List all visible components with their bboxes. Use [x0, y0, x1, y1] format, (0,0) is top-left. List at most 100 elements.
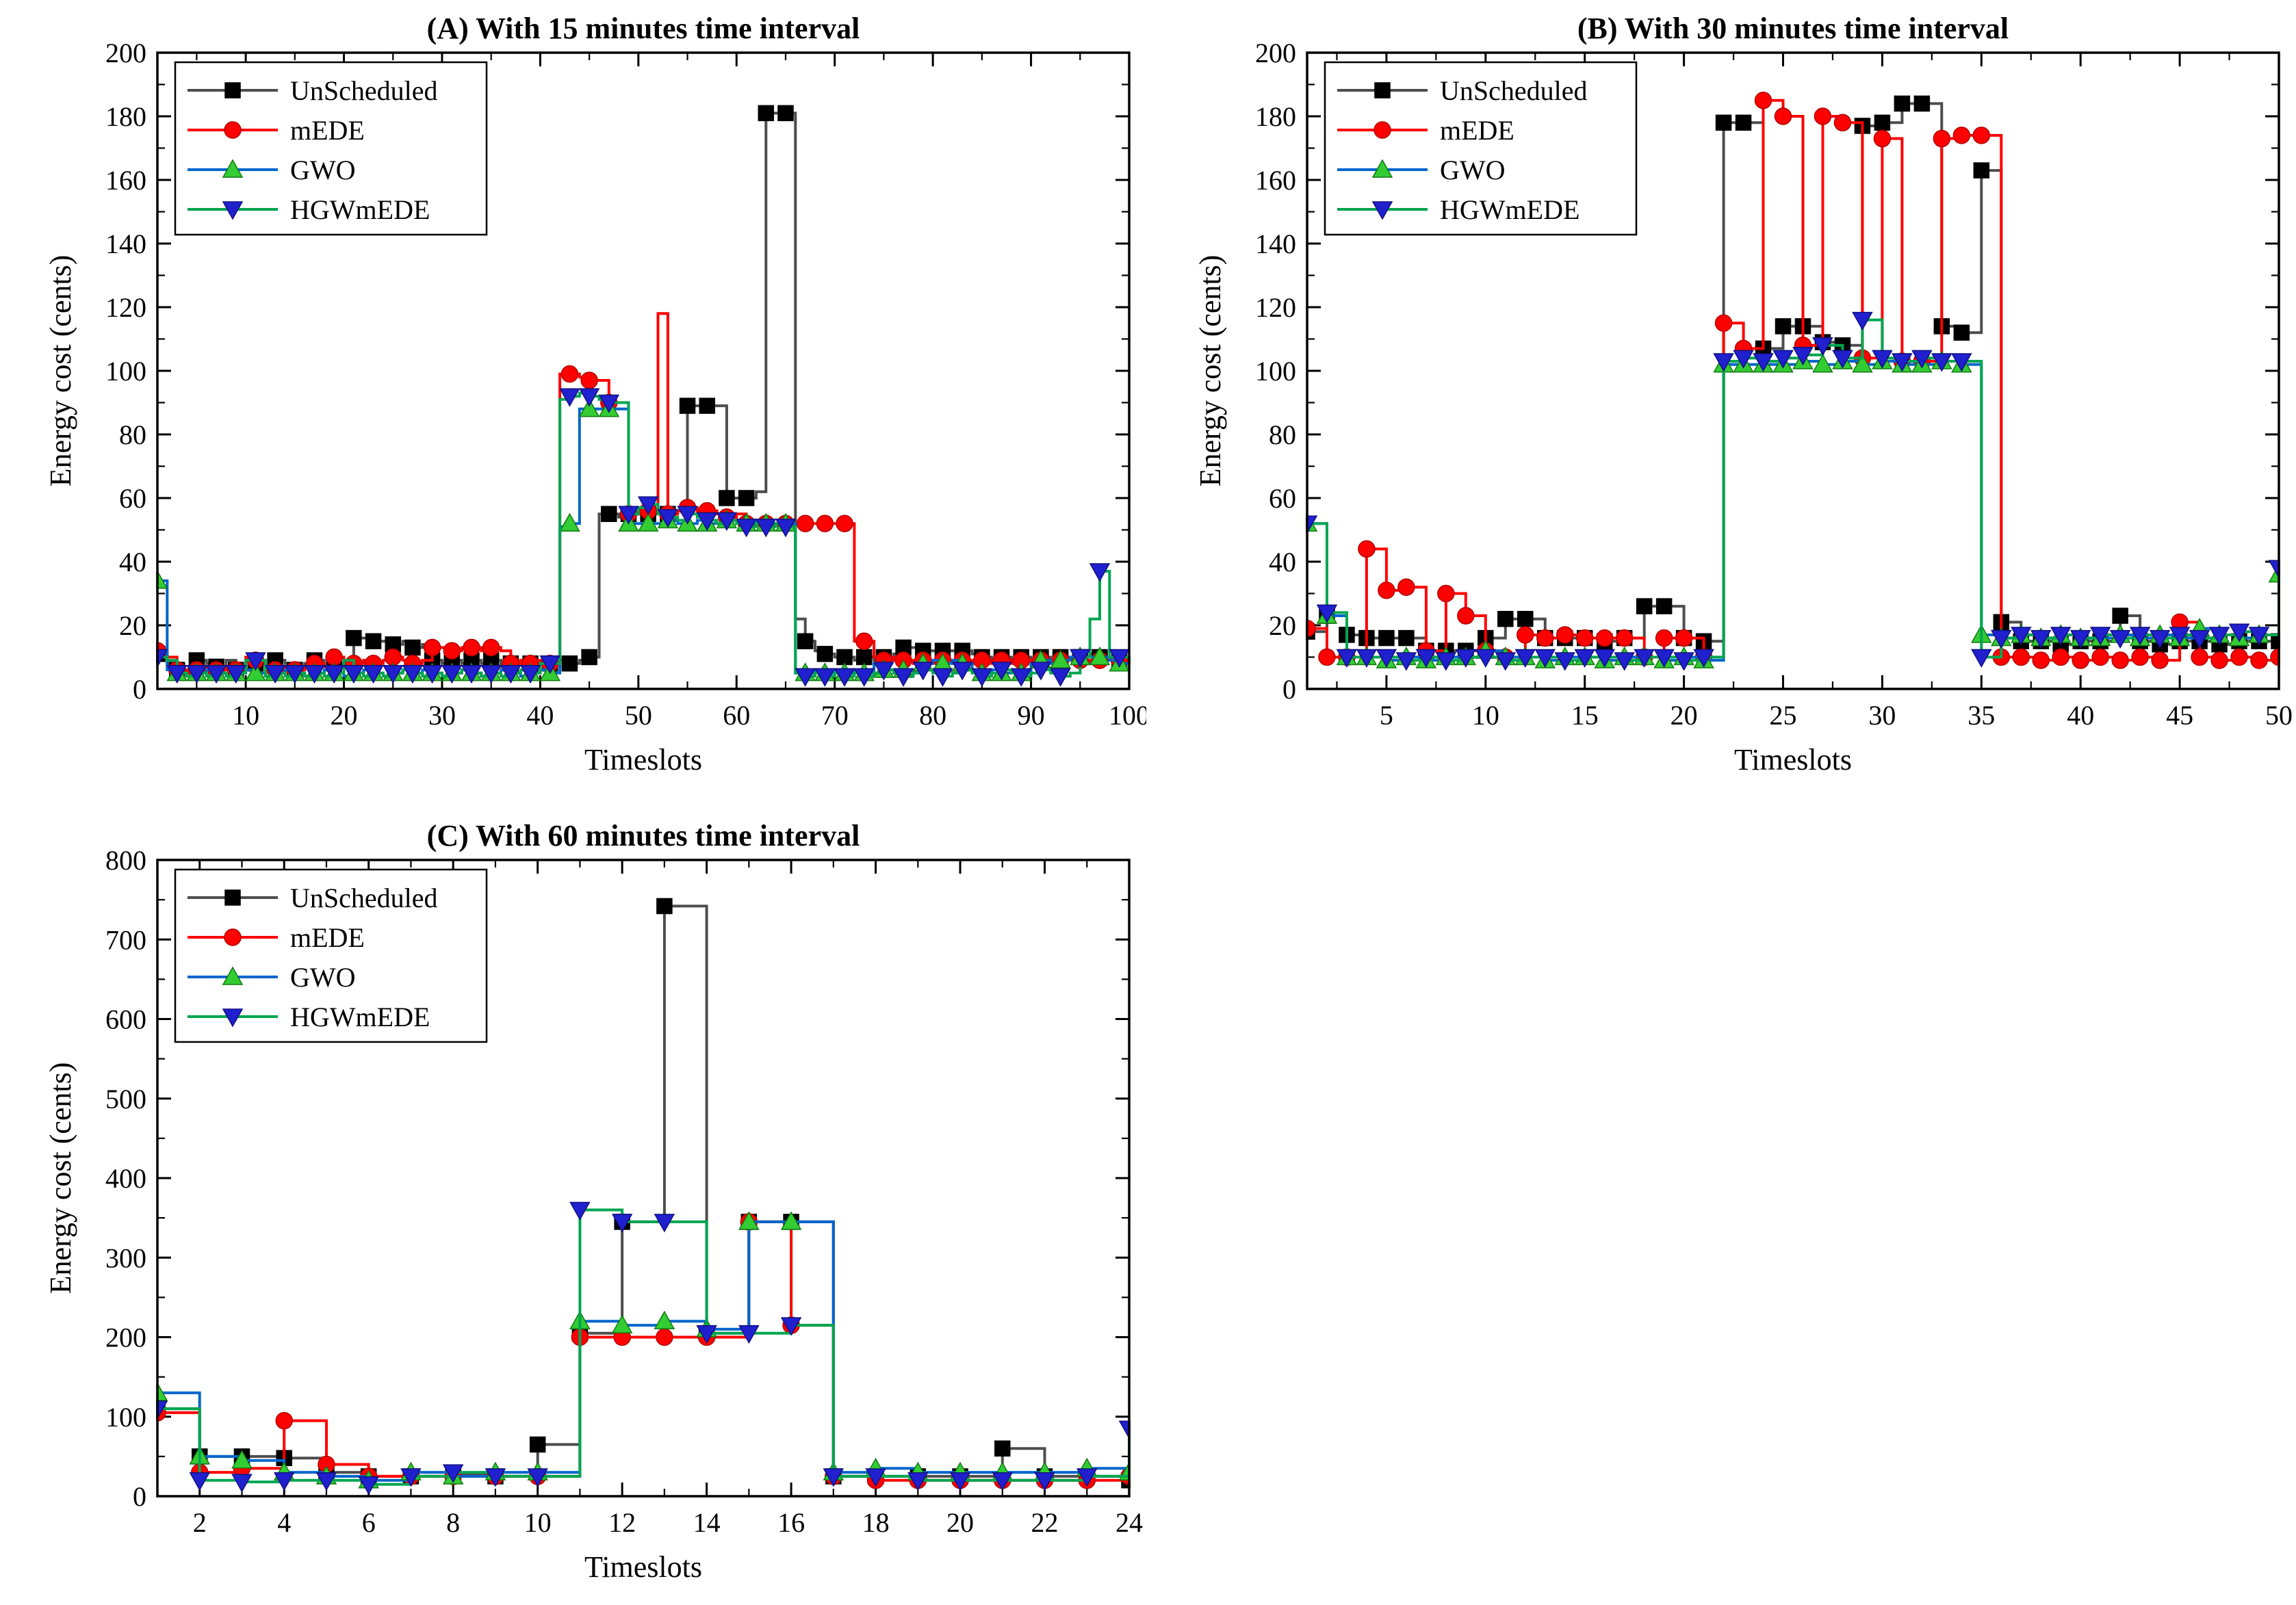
x-tick-label: 25 [1770, 700, 1797, 731]
chart-title-A: (A) With 15 minutes time interval [427, 12, 860, 45]
chart-A: (A) With 15 minutes time interval 10 20 30 4… [38, 8, 1150, 781]
legend-label-GWO: GWO [290, 155, 356, 185]
legend-item-GWO: GWO [188, 962, 356, 993]
y-tick-label: 140 [105, 229, 146, 259]
y-tick-label: 800 [105, 845, 146, 876]
legend-item-UnScheduled: UnScheduled [188, 883, 438, 913]
chart-title-B: (B) With 30 minutes time interval [1577, 12, 2009, 45]
y-tick-label: 160 [1255, 165, 1296, 196]
series-markers-HGWmEDE [156, 1201, 1131, 1496]
chart-B: (B) With 30 minutes time interval 5 10 15 20… [1187, 8, 2296, 781]
y-tick-label: 400 [105, 1163, 146, 1194]
legend-label-mEDE: mEDE [1440, 115, 1514, 146]
y-tick-label: 700 [105, 924, 146, 955]
y-tick-label: 120 [1255, 292, 1296, 323]
plot-frame [1306, 51, 2280, 690]
legend: UnScheduled mEDE GWO HGWmEDE [174, 61, 488, 236]
legend-item-HGWmEDE: HGWmEDE [188, 194, 430, 225]
legend: UnScheduled mEDE GWO HGWmEDE [174, 868, 488, 1043]
x-axis-label: Timeslots [1734, 743, 1852, 777]
legend-item-HGWmEDE: HGWmEDE [188, 1002, 430, 1032]
x-tick-label: 20 [946, 1507, 974, 1538]
x-tick-label: 40 [2067, 700, 2094, 731]
x-tick-label: 30 [1868, 700, 1896, 731]
x-tick-label: 15 [1571, 700, 1599, 731]
legend-item-mEDE: mEDE [1337, 115, 1514, 146]
y-tick-label: 40 [1269, 547, 1296, 577]
x-tick-label: 2 [193, 1507, 207, 1538]
axis-minor-ticks [1307, 53, 2279, 689]
y-tick-label: 20 [119, 610, 146, 641]
y-tick-label: 0 [133, 674, 146, 705]
plot-frame [156, 859, 1131, 1498]
legend-label-GWO: GWO [290, 962, 356, 993]
x-tick-label: 20 [1671, 700, 1698, 731]
y-tick-label: 500 [105, 1084, 146, 1114]
x-tick-label: 45 [2166, 700, 2193, 731]
legend-label-UnScheduled: UnScheduled [290, 883, 438, 913]
legend-label-mEDE: mEDE [290, 115, 365, 146]
x-tick-label: 5 [1380, 700, 1393, 731]
legend: UnScheduled mEDE GWO HGWmEDE [1324, 61, 1638, 236]
chart-panel-c: (C) With 60 minutes time interval 2 4 6 8 10 1… [38, 815, 1146, 1592]
x-tick-label: 10 [232, 700, 259, 731]
x-tick-label: 22 [1031, 1507, 1059, 1538]
legend-item-HGWmEDE: HGWmEDE [1337, 194, 1579, 225]
y-tick-label: 200 [105, 1322, 146, 1353]
y-tick-label: 100 [105, 1402, 146, 1433]
axis-minor-ticks [157, 53, 1129, 689]
y-axis-label: Energy cost (cents) [44, 1062, 77, 1294]
x-axis-label: Timeslots [584, 743, 702, 777]
x-tick-label: 80 [919, 700, 946, 731]
y-axis-label: Energy cost (cents) [1194, 255, 1227, 487]
y-tick-label: 80 [119, 419, 146, 450]
y-tick-label: 60 [1269, 483, 1296, 514]
y-tick-label: 100 [1255, 356, 1296, 387]
x-tick-label: 50 [2265, 700, 2293, 731]
y-tick-label: 0 [1282, 674, 1296, 705]
y-tick-label: 160 [105, 165, 146, 196]
legend-item-mEDE: mEDE [188, 115, 365, 146]
x-tick-label: 35 [1968, 700, 1995, 731]
legend-item-mEDE: mEDE [188, 922, 365, 953]
y-tick-label: 60 [119, 483, 146, 514]
x-tick-label: 30 [428, 700, 456, 731]
legend-item-GWO: GWO [1337, 155, 1506, 185]
x-tick-label: 18 [862, 1507, 890, 1538]
legend-label-HGWmEDE: HGWmEDE [290, 194, 430, 225]
y-tick-label: 200 [1255, 38, 1296, 68]
y-tick-label: 140 [1255, 229, 1296, 259]
x-tick-label: 60 [723, 700, 750, 731]
series-markers-HGWmEDE [1306, 311, 2280, 671]
x-tick-label: 90 [1018, 700, 1045, 731]
x-tick-label: 14 [693, 1507, 721, 1538]
x-tick-label: 20 [331, 700, 358, 731]
y-tick-label: 40 [119, 547, 146, 577]
x-axis-label: Timeslots [584, 1550, 702, 1584]
legend-item-UnScheduled: UnScheduled [188, 75, 438, 106]
x-tick-label: 10 [524, 1507, 552, 1538]
x-tick-label: 6 [362, 1507, 376, 1538]
x-tick-label: 12 [608, 1507, 636, 1538]
x-tick-label: 16 [777, 1507, 805, 1538]
x-tick-label: 8 [446, 1507, 460, 1538]
y-tick-label: 80 [1269, 419, 1296, 450]
x-tick-label: 50 [625, 700, 652, 731]
chart-panel-a: (A) With 15 minutes time interval 10 20 30 4… [38, 8, 1150, 785]
plot-frame [156, 51, 1131, 690]
legend-item-GWO: GWO [188, 155, 356, 185]
x-tick-label: 100 [1109, 700, 1146, 731]
legend-label-HGWmEDE: HGWmEDE [1440, 194, 1579, 225]
legend-label-UnScheduled: UnScheduled [290, 75, 438, 106]
x-tick-label: 40 [526, 700, 554, 731]
legend-item-UnScheduled: UnScheduled [1337, 75, 1588, 106]
y-tick-label: 180 [105, 101, 146, 132]
y-tick-label: 20 [1269, 610, 1296, 641]
chart-panel-b: (B) With 30 minutes time interval 5 10 15 20… [1187, 8, 2296, 785]
y-tick-label: 180 [1255, 101, 1296, 132]
x-tick-label: 24 [1115, 1507, 1143, 1538]
x-tick-label: 10 [1472, 700, 1499, 731]
y-tick-label: 120 [105, 292, 146, 323]
